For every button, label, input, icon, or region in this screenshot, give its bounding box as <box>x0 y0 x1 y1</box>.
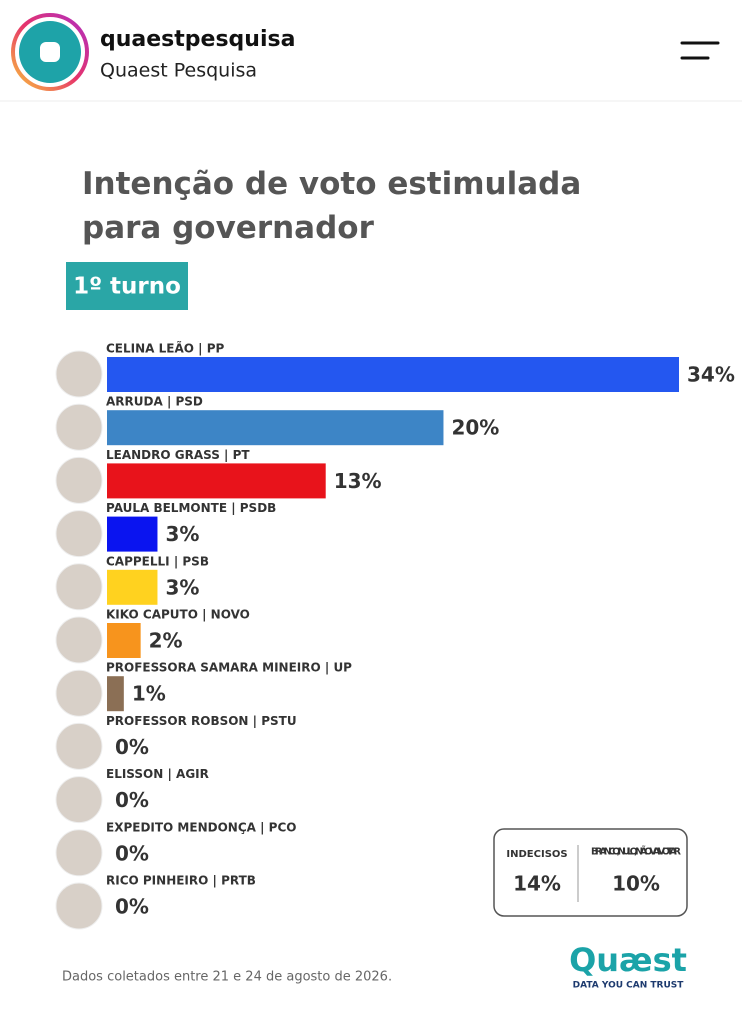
value-label: 0% <box>115 895 149 919</box>
category-label: ELISSON | AGIR <box>106 767 209 781</box>
bar <box>107 623 141 658</box>
value-label: 1% <box>132 682 166 706</box>
category-label: PROFESSOR ROBSON | PSTU <box>106 714 297 728</box>
candidate-photo <box>55 669 103 717</box>
category-label: CAPPELLI | PSB <box>106 554 209 568</box>
value-label: 0% <box>115 788 149 812</box>
subtitle-badge <box>66 262 188 310</box>
bar <box>107 676 124 712</box>
username[interactable]: quaestpesquisa <box>100 27 295 52</box>
bar <box>107 410 444 446</box>
candidate-photo <box>55 776 103 824</box>
chart-title: Intenção de voto estimulada para governa… <box>82 166 582 246</box>
summary-label: INDECISOS <box>506 849 567 860</box>
summary-box <box>493 828 688 917</box>
avatar-icon <box>40 42 60 62</box>
display-name: Quaest Pesquisa <box>100 60 257 82</box>
value-label: 3% <box>165 575 199 599</box>
category-label: PAULA BELMONTE | PSDB <box>106 501 276 515</box>
category-label: KIKO CAPUTO | NOVO <box>106 608 250 622</box>
candidate-photo <box>55 563 103 611</box>
summary-value: 10% <box>612 872 660 896</box>
candidate-photo <box>55 722 103 770</box>
summary-label: BRANCO/NULO/ NÃO VAI VOTAR <box>591 847 682 858</box>
value-label: 0% <box>115 735 149 759</box>
category-label: CELINA LEÃO | PP <box>106 341 224 356</box>
logo: Quæst <box>569 941 687 979</box>
value-label: 20% <box>451 416 499 440</box>
bar <box>107 569 158 605</box>
candidate-photo <box>55 882 103 930</box>
bar <box>107 357 679 392</box>
category-label: ARRUDA | PSD <box>106 395 203 409</box>
value-label: 3% <box>165 522 199 546</box>
candidate-photo <box>55 616 103 664</box>
candidate-photo <box>55 829 103 877</box>
candidate-photo <box>55 456 103 504</box>
candidate-photo <box>55 350 103 398</box>
summary-value: 14% <box>513 872 561 896</box>
value-label: 2% <box>149 629 183 653</box>
category-label: EXPEDITO MENDONÇA | PCO <box>106 820 296 834</box>
category-label: RICO PINHEIRO | PRTB <box>106 874 256 888</box>
value-label: 0% <box>115 841 149 865</box>
value-label: 34% <box>687 363 735 387</box>
subtitle: 1º turno <box>73 274 181 300</box>
bar <box>107 463 326 499</box>
category-label: PROFESSORA SAMARA MINEIRO | UP <box>106 661 352 675</box>
category-label: LEANDRO GRASS | PT <box>106 448 250 462</box>
candidate-photo <box>55 510 103 558</box>
note: Dados coletados entre 21 e 24 de agosto … <box>62 970 392 985</box>
value-label: 13% <box>334 469 382 493</box>
avatar-ring[interactable] <box>11 13 89 91</box>
bar <box>107 516 158 552</box>
tagline: DATA YOU CAN TRUST <box>573 981 685 991</box>
candidate-photo <box>55 403 103 451</box>
